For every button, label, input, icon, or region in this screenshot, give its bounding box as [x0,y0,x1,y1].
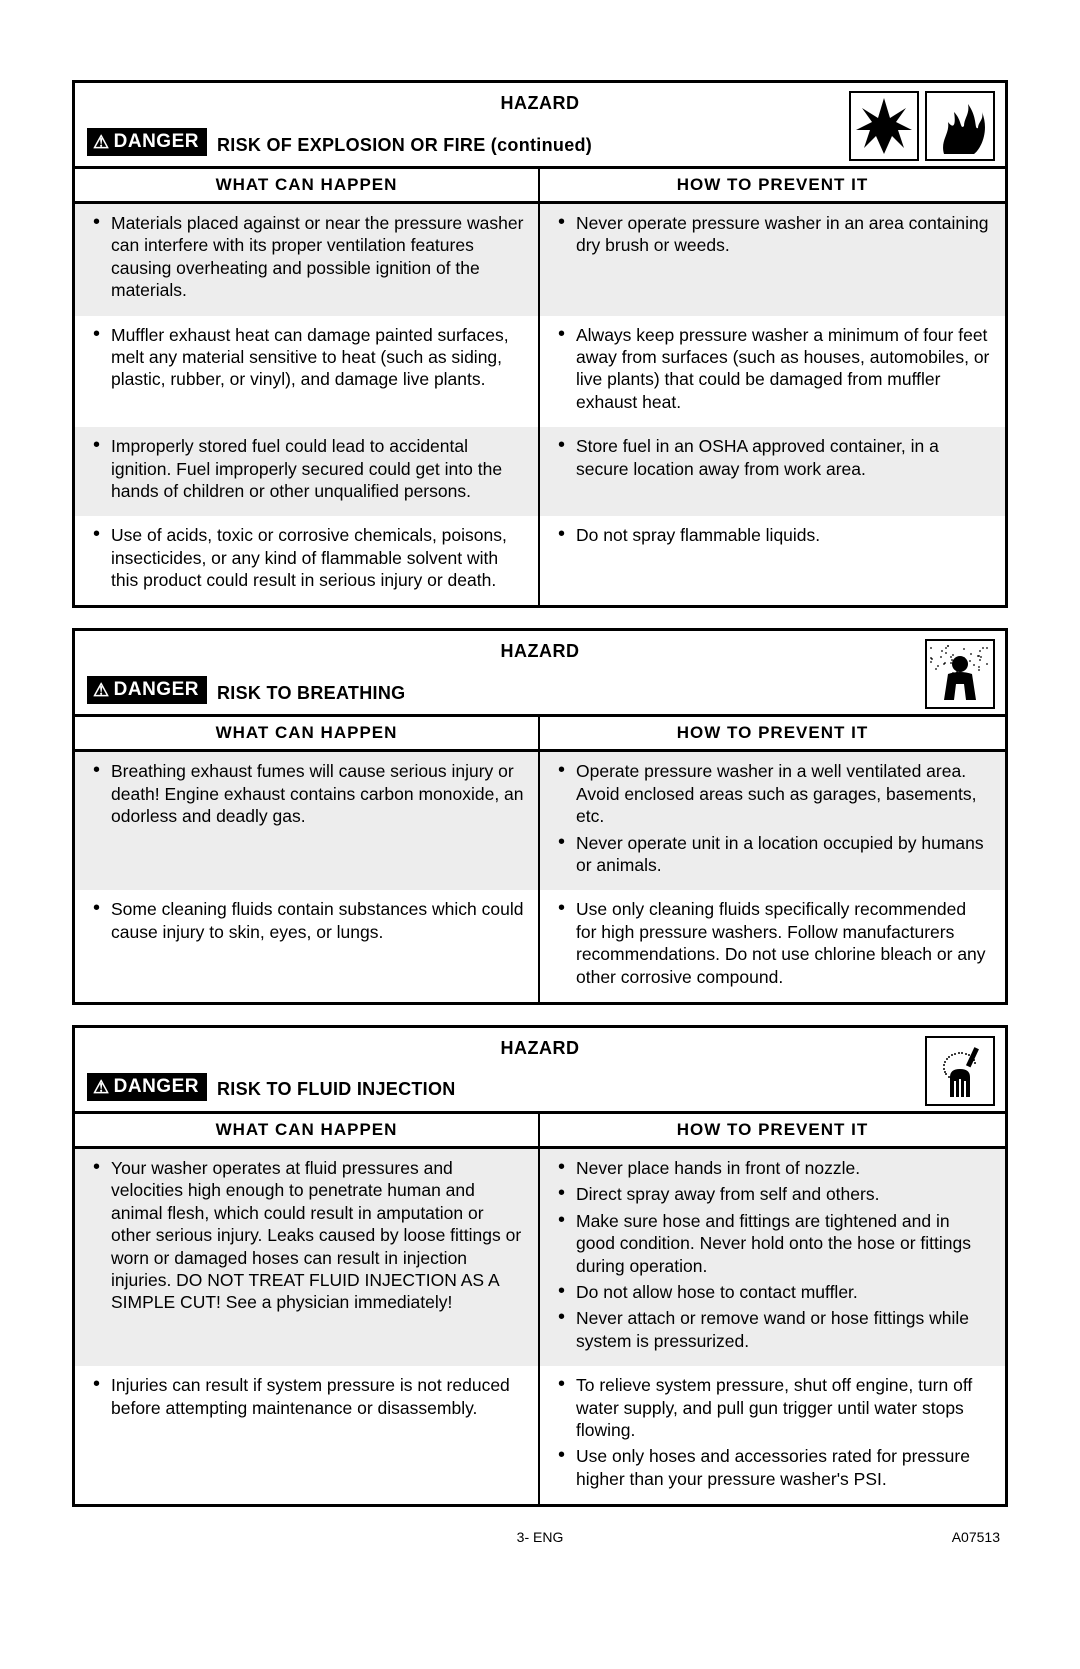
how-to-prevent-cell: Never place hands in front of nozzle. Dir… [540,1149,1005,1366]
prevention-item: Do not allow hose to contact muffler. [554,1281,991,1303]
section-header: HAZARD ⚠DANGER RISK TO FLUID INJECTION [75,1028,1005,1114]
what-can-happen-cell: Muffler exhaust heat can damage painted … [75,316,540,428]
col-header-right: HOW TO PREVENT IT [540,169,1005,201]
how-to-prevent-cell: Store fuel in an OSHA approved container… [540,427,1005,516]
hazard-label: HAZARD [87,641,993,662]
hazard-section: HAZARD⚠DANGERRISK OF EXPLOSION OR FIRE (… [72,80,1008,608]
warning-triangle-icon: ⚠ [93,681,110,699]
col-header-left: WHAT CAN HAPPEN [75,717,540,749]
hazard-row: Improperly stored fuel could lead to acc… [75,427,1005,516]
col-header-left: WHAT CAN HAPPEN [75,169,540,201]
page-footer: 3- ENG A07513 [72,1529,1008,1545]
what-can-happen-cell: Materials placed against or near the pre… [75,204,540,316]
column-headers: WHAT CAN HAPPENHOW TO PREVENT IT [75,169,1005,204]
risk-title: RISK TO FLUID INJECTION [217,1073,456,1100]
safety-page: HAZARD ⚠DANGER RISK OF EXPLOSION OR FIRE (… [72,80,1008,1507]
section-header: HAZARD ⚠DANGER RISK TO BREATHING [75,631,1005,717]
hazard-icons [849,91,995,161]
hazard-row: Muffler exhaust heat can damage painted … [75,316,1005,428]
col-header-left: WHAT CAN HAPPEN [75,1114,540,1146]
prevention-item: Direct spray away from self and others. [554,1183,991,1205]
hazard-icons [925,639,995,709]
prevention-item: Store fuel in an OSHA approved container… [554,435,991,480]
col-header-right: HOW TO PREVENT IT [540,1114,1005,1146]
hazard-section: HAZARD ⚠DANGER RISK TO BREATHING WHAT CAN H… [72,628,1008,1005]
section-header: HAZARD⚠DANGERRISK OF EXPLOSION OR FIRE (… [75,83,1005,169]
column-headers: WHAT CAN HAPPENHOW TO PREVENT IT [75,717,1005,752]
prevention-item: Never operate unit in a location occupie… [554,832,991,877]
how-to-prevent-cell: Never operate pressure washer in an area… [540,204,1005,316]
prevention-item: Use only cleaning fluids specifically re… [554,898,991,988]
hazard-item: Use of acids, toxic or corrosive chemica… [89,524,524,591]
hazard-row: Materials placed against or near the pre… [75,204,1005,316]
risk-title: RISK TO BREATHING [217,677,405,704]
col-header-right: HOW TO PREVENT IT [540,717,1005,749]
hazard-item: Some cleaning fluids contain substances … [89,898,524,943]
warning-triangle-icon: ⚠ [93,133,110,151]
what-can-happen-cell: Breathing exhaust fumes will cause serio… [75,752,540,890]
hazard-item: Muffler exhaust heat can damage painted … [89,324,524,391]
hazard-icons [925,1036,995,1106]
what-can-happen-cell: Improperly stored fuel could lead to acc… [75,427,540,516]
hazard-row: Breathing exhaust fumes will cause serio… [75,752,1005,890]
prevention-item: Never place hands in front of nozzle. [554,1157,991,1179]
page-number: 3- ENG [180,1529,900,1545]
fire-icon [925,91,995,161]
risk-title: RISK OF EXPLOSION OR FIRE (continued) [217,129,592,156]
hazard-item: Breathing exhaust fumes will cause serio… [89,760,524,827]
injection-icon [925,1036,995,1106]
how-to-prevent-cell: To relieve system pressure, shut off eng… [540,1366,1005,1504]
how-to-prevent-cell: Operate pressure washer in a well ventil… [540,752,1005,890]
hazard-section: HAZARD ⚠DANGER RISK TO FLUID INJECTION WHAT… [72,1025,1008,1507]
explosion-icon [849,91,919,161]
hazard-item: Your washer operates at fluid pressures … [89,1157,524,1314]
prevention-item: Use only hoses and accessories rated for… [554,1445,991,1490]
hazard-label: HAZARD [87,1038,993,1059]
what-can-happen-cell: Some cleaning fluids contain substances … [75,890,540,1002]
how-to-prevent-cell: Do not spray flammable liquids. [540,516,1005,605]
how-to-prevent-cell: Use only cleaning fluids specifically re… [540,890,1005,1002]
prevention-item: Never operate pressure washer in an area… [554,212,991,257]
danger-badge: ⚠DANGER [87,1073,207,1101]
hazard-row: Injuries can result if system pressure i… [75,1366,1005,1504]
what-can-happen-cell: Use of acids, toxic or corrosive chemica… [75,516,540,605]
what-can-happen-cell: Your washer operates at fluid pressures … [75,1149,540,1366]
hazard-item: Injuries can result if system pressure i… [89,1374,524,1419]
prevention-item: Do not spray flammable liquids. [554,524,991,546]
prevention-item: Never attach or remove wand or hose fitt… [554,1307,991,1352]
prevention-item: To relieve system pressure, shut off eng… [554,1374,991,1441]
prevention-item: Always keep pressure washer a minimum of… [554,324,991,414]
warning-triangle-icon: ⚠ [93,1078,110,1096]
column-headers: WHAT CAN HAPPENHOW TO PREVENT IT [75,1114,1005,1149]
prevention-item: Make sure hose and fittings are tightene… [554,1210,991,1277]
doc-id: A07513 [900,1529,1000,1545]
how-to-prevent-cell: Always keep pressure washer a minimum of… [540,316,1005,428]
danger-badge: ⚠DANGER [87,676,207,704]
prevention-item: Operate pressure washer in a well ventil… [554,760,991,827]
hazard-row: Your washer operates at fluid pressures … [75,1149,1005,1366]
hazard-row: Use of acids, toxic or corrosive chemica… [75,516,1005,605]
what-can-happen-cell: Injuries can result if system pressure i… [75,1366,540,1504]
breathing-icon [925,639,995,709]
hazard-row: Some cleaning fluids contain substances … [75,890,1005,1002]
hazard-item: Improperly stored fuel could lead to acc… [89,435,524,502]
danger-badge: ⚠DANGER [87,128,207,156]
hazard-item: Materials placed against or near the pre… [89,212,524,302]
